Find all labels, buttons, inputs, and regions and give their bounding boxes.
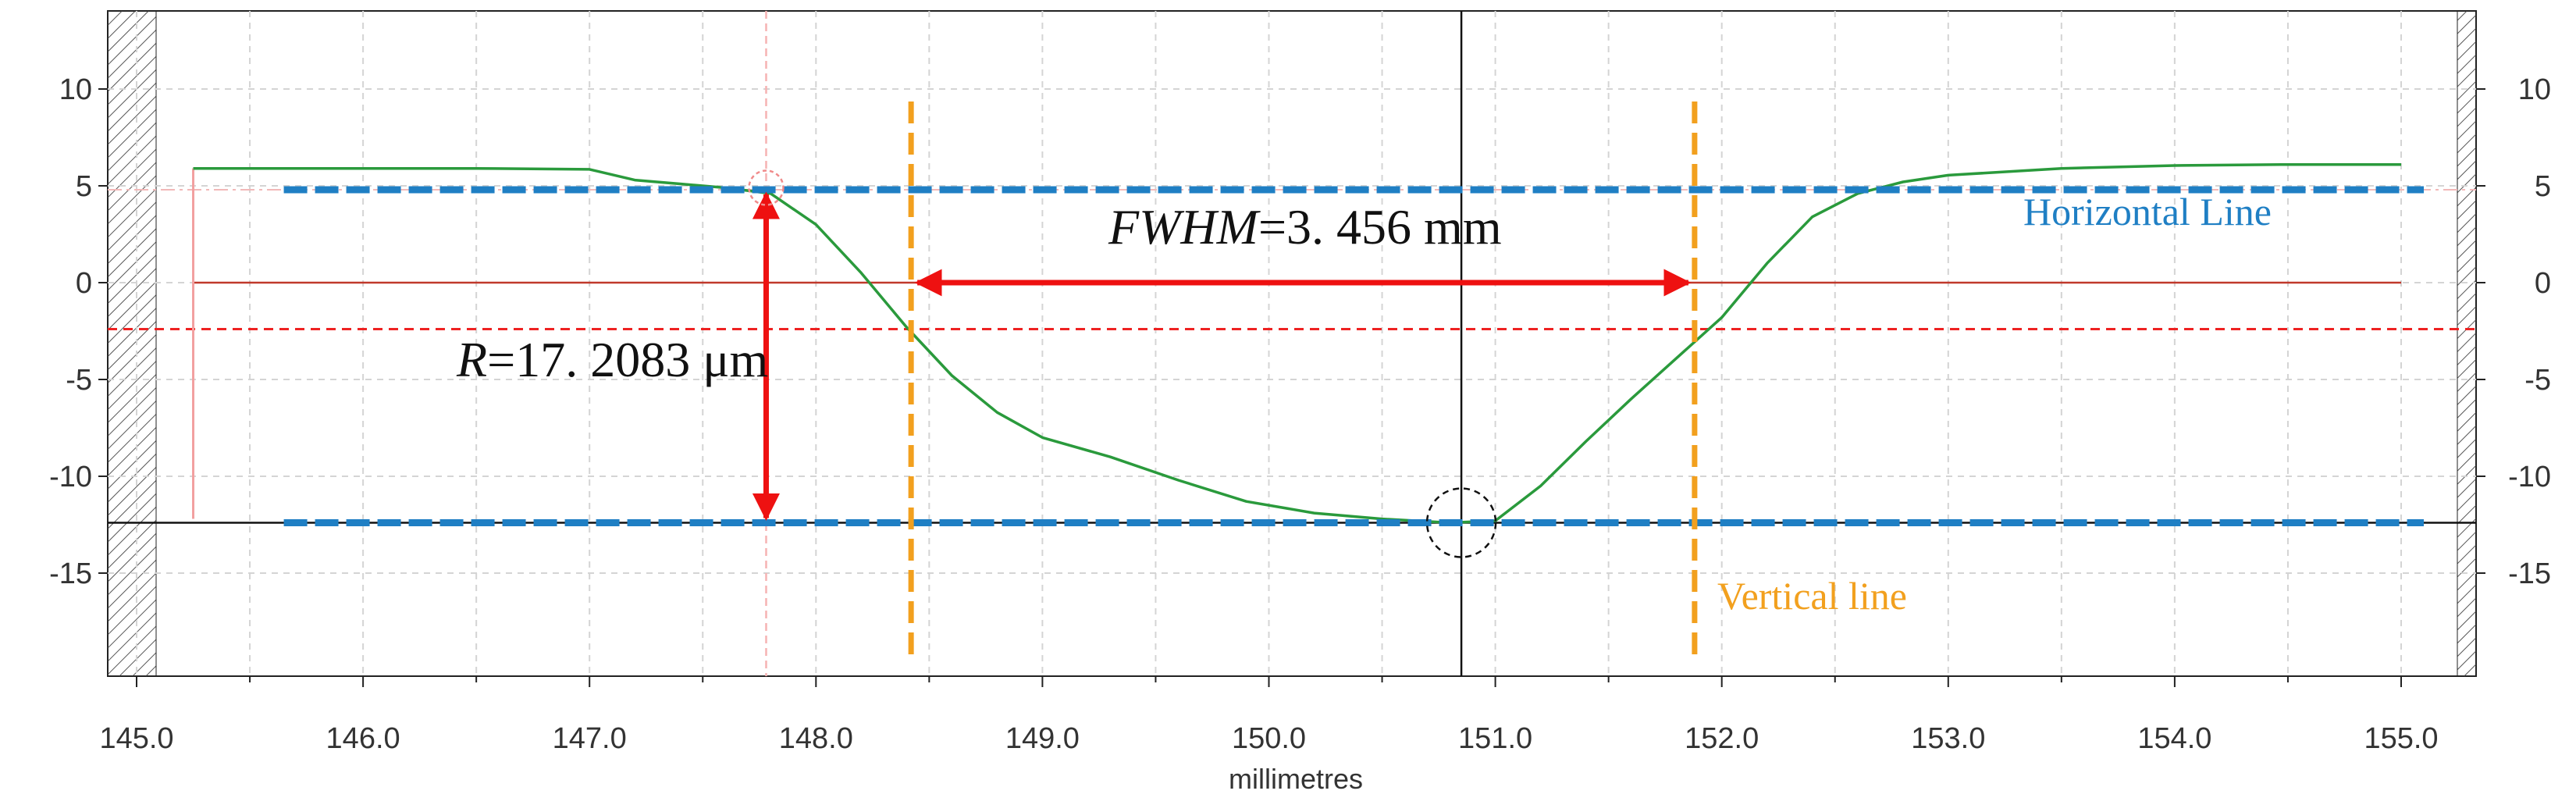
fwhm-label: FWHM=3. 456 mm (1108, 199, 1502, 255)
annotation-layer (283, 102, 2425, 662)
y-tick-label-left: 10 (59, 73, 92, 106)
axis-layer: 145.0 146.0 147.0 148.0 149.0 150.0 151.0 152.0… (49, 73, 2551, 755)
x-tick-label: 150.0 (1232, 722, 1306, 755)
x-tick-label: 155.0 (2364, 722, 2438, 755)
x-tick-label: 147.0 (553, 722, 627, 755)
fwhm-label-value: =3. 456 mm (1258, 199, 1502, 255)
vertical-line-label: Vertical line (1717, 574, 1907, 618)
right-hatch-region (2457, 10, 2477, 677)
r-label: R=17. 2083 μm (456, 332, 768, 387)
y-tick-label-right: -15 (2508, 557, 2551, 590)
plot-frame (107, 10, 2477, 677)
x-tick-label: 146.0 (326, 722, 400, 755)
y-tick-label-left: -5 (66, 364, 92, 397)
x-tick-label: 153.0 (1911, 722, 1985, 755)
minimum-marker-circle (1425, 487, 1497, 558)
y-tick-label-right: -10 (2508, 461, 2551, 493)
r-label-italic: R (456, 332, 487, 387)
y-tick-label-right: 0 (2535, 267, 2551, 300)
x-tick-label: 154.0 (2137, 722, 2211, 755)
x-tick-label: 151.0 (1458, 722, 1532, 755)
x-tick-label: 152.0 (1685, 722, 1759, 755)
x-tick-label: 148.0 (779, 722, 853, 755)
x-axis-title: millimetres (1229, 763, 1363, 795)
y-tick-label-left: -10 (49, 461, 92, 493)
r-label-value: =17. 2083 μm (487, 332, 768, 387)
fwhm-label-italic: FWHM (1108, 199, 1261, 255)
y-tick-label-left: 0 (76, 267, 92, 300)
y-tick-label-left: 5 (76, 170, 92, 203)
apex-marker-circle (748, 169, 785, 206)
y-tick-label-right: -5 (2524, 364, 2551, 397)
horizontal-line-label: Horizontal Line (2023, 190, 2272, 233)
x-tick-label: 149.0 (1005, 722, 1080, 755)
y-tick-label-right: 5 (2535, 170, 2551, 203)
left-hatch-region (107, 10, 157, 677)
y-tick-label-left: -15 (49, 557, 92, 590)
x-tick-label: 145.0 (99, 722, 173, 755)
y-tick-label-right: 10 (2518, 73, 2551, 106)
